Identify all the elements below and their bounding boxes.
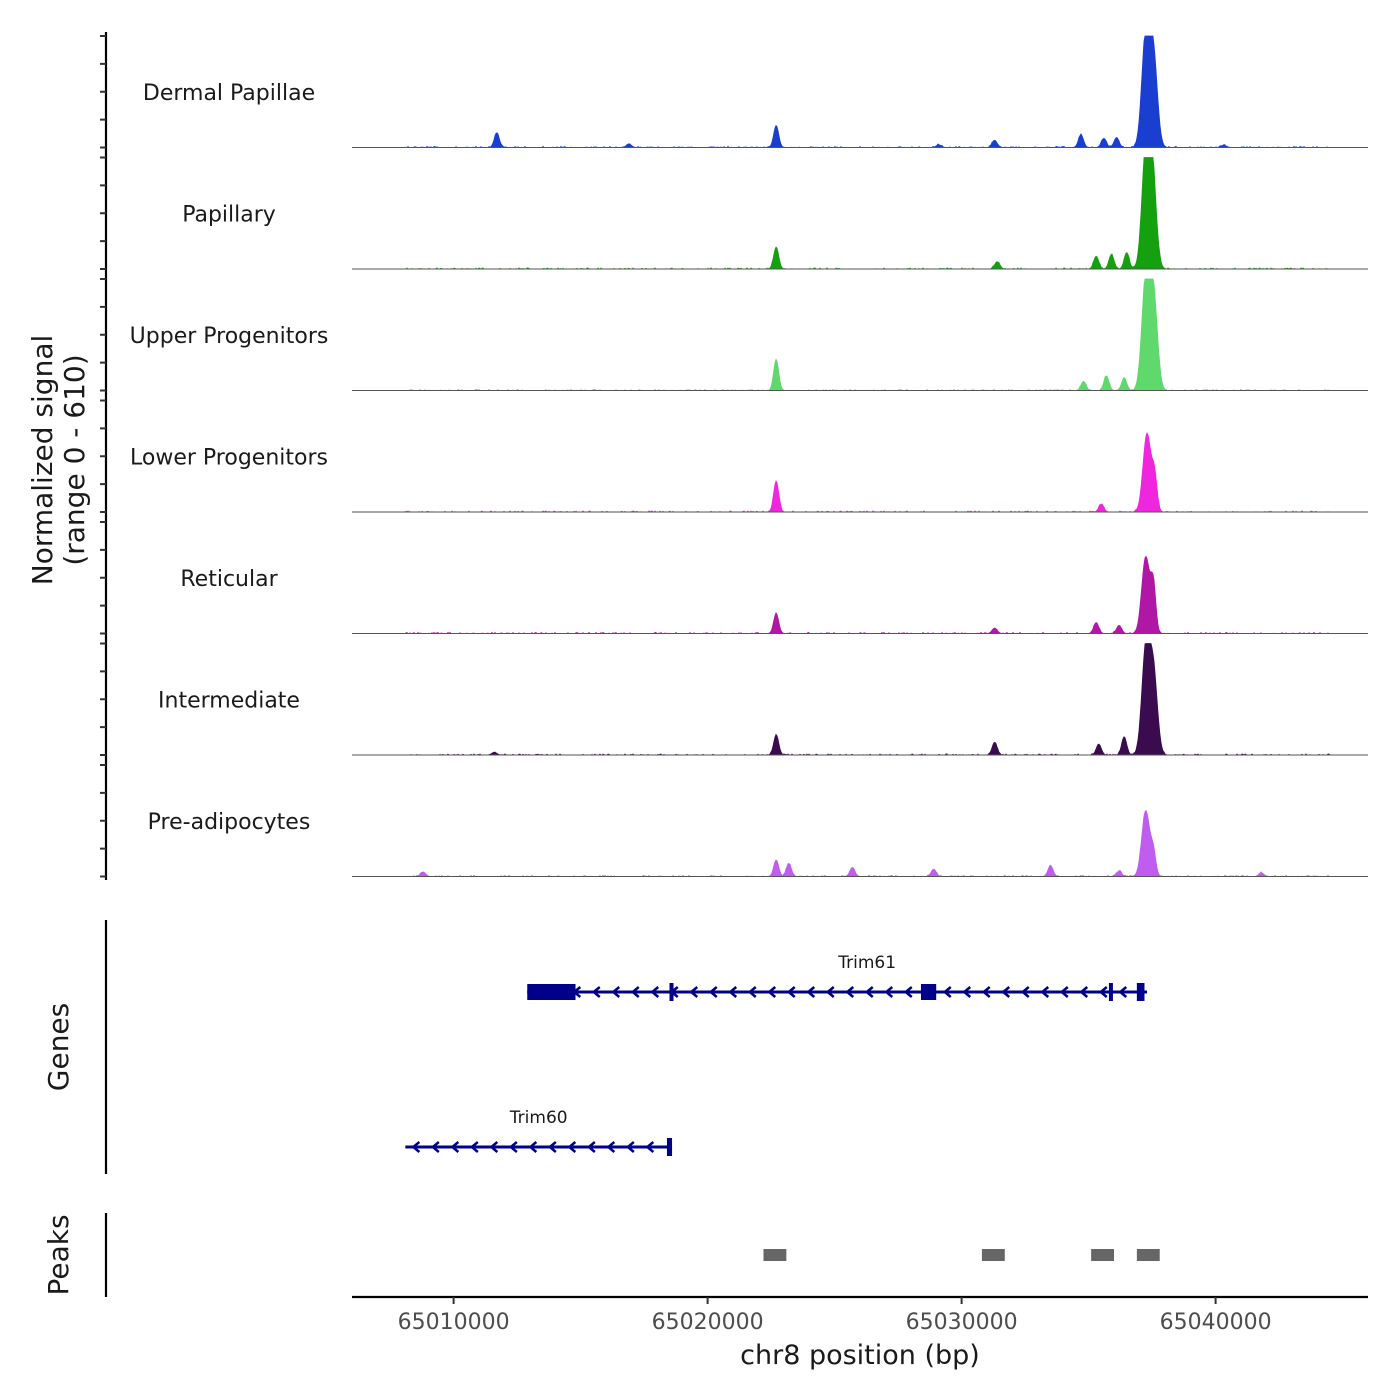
peak-region [1136,1249,1160,1261]
strand-arrow [1059,986,1069,998]
gene-exon [527,984,576,1000]
coverage-tracks: Dermal Papillae Papillary Upper Progenitor… [130,35,1368,878]
peak-region [981,1249,1005,1261]
strand-arrow [547,1141,557,1153]
track-label: Dermal Papillae [143,81,315,106]
strand-arrow [1118,986,1128,998]
strand-arrow [689,986,699,998]
strand-arrow [728,986,738,998]
track-label: Pre-adipocytes [148,810,311,835]
gene-exon [1136,983,1145,1001]
track-7: Pre-adipocytes [148,809,1368,878]
strand-arrow [469,1141,479,1153]
strand-arrow [567,1141,577,1153]
track-6: Intermediate [158,643,1368,756]
x-tick-label: 65010000 [398,1310,510,1335]
gene-exon [666,1138,673,1156]
strand-arrow [1020,986,1030,998]
strand-arrow [884,986,894,998]
track-5: Reticular [180,555,1368,635]
strand-arrow [708,986,718,998]
signal-area [352,157,1368,270]
track-3: Upper Progenitors [130,278,1368,392]
strand-arrow [1001,986,1011,998]
strand-arrow [825,986,835,998]
signal-y-axis [100,32,108,880]
strand-arrow [981,986,991,998]
signal-area [352,809,1368,878]
gene-exon [1108,983,1113,1001]
strand-arrow [625,1141,635,1153]
signal-area [352,432,1368,513]
track-label: Lower Progenitors [130,446,328,471]
strand-arrow [845,986,855,998]
gene-label: Trim60 [509,1108,568,1128]
strand-arrow [806,986,816,998]
signal-area [352,555,1368,635]
strand-arrow [962,986,972,998]
y-axis-title-line1: Normalized signal [26,335,59,586]
strand-arrow [508,1141,518,1153]
strand-arrow [591,986,601,998]
track-4: Lower Progenitors [130,432,1368,513]
strand-arrow [747,986,757,998]
y-axis-title-line2: (range 0 - 610) [58,354,91,565]
x-tick-label: 65040000 [1160,1310,1272,1335]
gene-exon [920,984,937,1000]
track-1: Dermal Papillae [143,35,1368,149]
strand-arrow [611,986,621,998]
track-label: Upper Progenitors [130,324,329,349]
signal-area [352,643,1368,756]
strand-arrow [1079,986,1089,998]
x-axis: 65010000 65020000 65030000 65040000 [352,1295,1368,1335]
strand-arrow [586,1141,596,1153]
track-label: Reticular [180,567,278,592]
gene-exon [669,983,674,1001]
peak-track [763,1249,1160,1261]
track-label: Intermediate [158,689,300,714]
strand-arrow [528,1141,538,1153]
strand-arrow [942,986,952,998]
strand-arrow [430,1141,440,1153]
strand-arrow [650,986,660,998]
strand-arrow [489,1141,499,1153]
gene-track: Trim61 Trim60 [405,953,1148,1156]
strand-arrow [411,1141,421,1153]
x-tick-label: 65030000 [906,1310,1018,1335]
strand-arrow [786,986,796,998]
peak-region [1091,1249,1114,1261]
strand-arrow [1040,986,1050,998]
peaks-panel-label: Peaks [42,1214,75,1295]
strand-arrow [767,986,777,998]
x-axis-title: chr8 position (bp) [740,1340,980,1371]
strand-arrow [1098,986,1108,998]
gene-trim61: Trim61 [527,953,1148,1001]
track-2: Papillary [182,157,1368,270]
track-label: Papillary [182,203,276,228]
strand-arrow [606,1141,616,1153]
signal-area [352,35,1368,149]
strand-arrow [864,986,874,998]
x-tick-label: 65020000 [652,1310,764,1335]
gene-label: Trim61 [837,953,896,973]
genes-panel-label: Genes [42,1003,75,1091]
gene-trim60: Trim60 [405,1108,673,1156]
strand-arrow [645,1141,655,1153]
strand-arrow [903,986,913,998]
strand-arrow [450,1141,460,1153]
strand-arrow [630,986,640,998]
peak-region [763,1249,787,1261]
signal-area [352,278,1368,392]
